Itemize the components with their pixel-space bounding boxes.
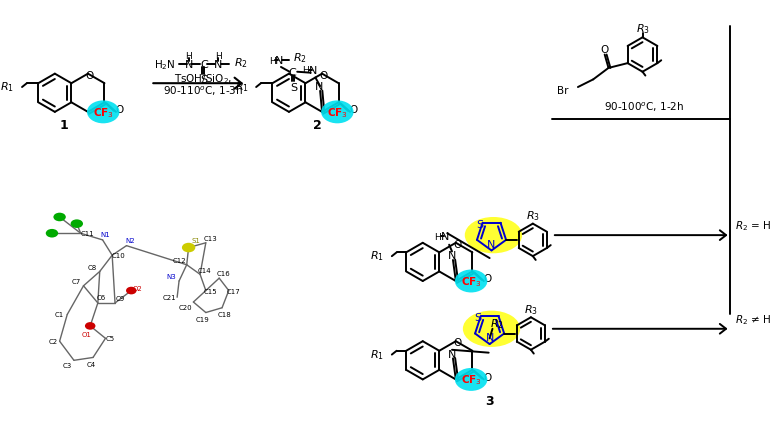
Text: C4: C4: [86, 361, 95, 367]
Text: CF$_3$: CF$_3$: [460, 274, 481, 288]
Ellipse shape: [45, 230, 59, 238]
Text: C5: C5: [105, 335, 115, 342]
Text: O2: O2: [133, 285, 143, 291]
Text: C19: C19: [196, 316, 209, 322]
Text: C12: C12: [172, 257, 186, 263]
Text: C14: C14: [198, 267, 212, 273]
Text: O1: O1: [82, 331, 92, 337]
Text: H: H: [434, 232, 441, 241]
Text: N1: N1: [101, 232, 110, 238]
Text: H: H: [303, 66, 310, 75]
Text: C3: C3: [62, 362, 72, 368]
Text: N: N: [185, 60, 192, 70]
Text: 1: 1: [60, 118, 69, 132]
Text: N: N: [441, 232, 450, 242]
Text: $R_1$: $R_1$: [370, 249, 384, 263]
Text: N: N: [310, 66, 318, 76]
Text: N2: N2: [126, 237, 136, 243]
Text: $R_1$: $R_1$: [370, 347, 384, 361]
Text: C8: C8: [88, 264, 97, 270]
Text: C15: C15: [204, 288, 217, 294]
Ellipse shape: [53, 213, 65, 222]
Text: F1: F1: [49, 231, 55, 236]
Text: S: S: [474, 312, 481, 322]
Text: O: O: [484, 273, 492, 283]
Text: N: N: [485, 332, 494, 342]
Text: $R_1$: $R_1$: [1, 80, 15, 94]
Text: O: O: [320, 70, 328, 80]
Text: N: N: [275, 56, 283, 66]
Ellipse shape: [455, 270, 487, 293]
Text: N: N: [315, 82, 323, 92]
Text: $R_2$ ≠ H: $R_2$ ≠ H: [735, 312, 770, 326]
Ellipse shape: [465, 217, 522, 254]
Ellipse shape: [182, 243, 196, 253]
Text: C20: C20: [179, 304, 192, 310]
Text: 90-110$^o$C, 1-3h: 90-110$^o$C, 1-3h: [163, 84, 243, 97]
Text: CF$_3$: CF$_3$: [93, 106, 114, 119]
Text: C: C: [289, 68, 296, 78]
Text: CF$_3$: CF$_3$: [327, 106, 348, 119]
Text: C: C: [200, 60, 208, 70]
Text: N: N: [214, 60, 223, 70]
Text: N: N: [448, 250, 456, 260]
Text: S1: S1: [192, 237, 201, 243]
Text: C18: C18: [218, 312, 232, 318]
Text: H: H: [269, 56, 276, 66]
Text: C9: C9: [116, 296, 125, 302]
Text: O: O: [484, 372, 492, 381]
Text: C16: C16: [217, 271, 231, 277]
Ellipse shape: [126, 287, 136, 295]
Text: O: O: [454, 337, 462, 347]
Text: TsOH/SiO$_2$,: TsOH/SiO$_2$,: [174, 72, 232, 86]
Text: $R_2$: $R_2$: [490, 316, 504, 330]
Text: N3: N3: [166, 273, 176, 279]
Text: O: O: [454, 239, 462, 249]
Text: C1: C1: [55, 312, 64, 318]
Text: $R_2$: $R_2$: [235, 56, 249, 70]
Text: C7: C7: [72, 278, 81, 284]
Text: $R_3$: $R_3$: [524, 302, 538, 316]
Ellipse shape: [85, 322, 95, 330]
Text: N: N: [448, 349, 456, 359]
Text: H: H: [215, 52, 222, 61]
Ellipse shape: [321, 101, 353, 124]
Text: $R_3$: $R_3$: [635, 22, 650, 36]
Text: C17: C17: [226, 288, 240, 294]
Text: F2: F2: [55, 215, 63, 220]
Ellipse shape: [87, 101, 119, 124]
Text: CF$_3$: CF$_3$: [460, 373, 481, 386]
Ellipse shape: [455, 368, 487, 391]
Text: C11: C11: [80, 231, 94, 237]
Text: O: O: [85, 70, 94, 80]
Text: C10: C10: [112, 253, 126, 259]
Text: F3: F3: [73, 222, 81, 227]
Text: S: S: [290, 83, 297, 93]
Text: O: O: [601, 45, 609, 55]
Text: 2: 2: [313, 118, 322, 132]
Text: H$_2$N: H$_2$N: [154, 58, 176, 72]
Text: $R_2$ = H: $R_2$ = H: [735, 219, 770, 233]
Text: $R_3$: $R_3$: [526, 209, 540, 222]
Text: Br: Br: [557, 85, 568, 95]
Text: N: N: [487, 239, 496, 249]
Ellipse shape: [71, 220, 83, 228]
Text: O: O: [350, 105, 358, 115]
Text: S: S: [476, 219, 484, 229]
Text: 90-100$^o$C, 1-2h: 90-100$^o$C, 1-2h: [604, 100, 685, 114]
Text: $R_2$: $R_2$: [293, 51, 307, 65]
Text: S: S: [200, 75, 207, 85]
Text: C21: C21: [162, 295, 176, 301]
Text: C2: C2: [49, 339, 58, 345]
Text: C13: C13: [204, 236, 217, 241]
Text: H: H: [186, 52, 192, 61]
Ellipse shape: [463, 311, 521, 347]
Text: $R_1$: $R_1$: [235, 80, 249, 94]
Text: C6: C6: [97, 295, 106, 301]
Text: O: O: [116, 105, 124, 115]
Text: 3: 3: [485, 394, 494, 407]
